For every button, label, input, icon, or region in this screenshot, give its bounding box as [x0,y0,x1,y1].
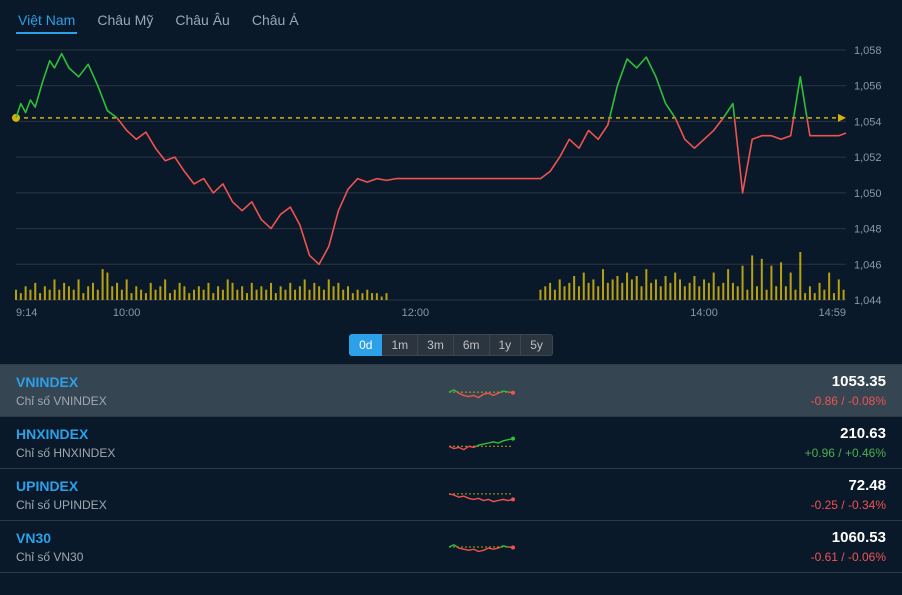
timerange-button[interactable]: 1y [490,334,522,356]
sparkline [446,429,516,457]
market-tab[interactable]: Châu Á [250,8,301,34]
index-list: VNINDEX Chỉ số VNINDEX 1053.35 -0.86 / -0.0… [0,364,902,573]
index-info: VN30 Chỉ số VN30 [16,530,296,564]
index-change: +0.96 / +0.46% [666,446,886,460]
index-value: 72.48 [666,477,886,494]
timerange-button[interactable]: 6m [454,334,490,356]
market-tabs: Việt Nam Châu Mỹ Châu Âu Châu Á [0,0,902,38]
index-change: -0.61 / -0.06% [666,550,886,564]
index-symbol: VNINDEX [16,374,296,390]
market-tab[interactable]: Châu Âu [173,8,231,34]
sparkline-wrap [296,377,666,405]
index-values: 72.48 -0.25 / -0.34% [666,477,886,512]
index-row[interactable]: UPINDEX Chỉ số UPINDEX 72.48 -0.25 / -0.34% [0,469,902,521]
timerange-button[interactable]: 5y [521,334,553,356]
svg-text:10:00: 10:00 [113,307,141,319]
chart-area: 1,044 1,046 1,048 1,050 1,052 1,054 1,056 1,058… [0,38,902,328]
index-subtitle: Chỉ số HNXINDEX [16,446,296,460]
svg-text:14:00: 14:00 [690,307,718,319]
index-change: -0.25 / -0.34% [666,498,886,512]
index-symbol: VN30 [16,530,296,546]
index-change: -0.86 / -0.08% [666,394,886,408]
price-chart: 1,044 1,046 1,048 1,050 1,052 1,054 1,056 1,058… [8,42,894,322]
svg-text:9:14: 9:14 [16,307,37,319]
svg-text:12:00: 12:00 [402,307,430,319]
index-info: VNINDEX Chỉ số VNINDEX [16,374,296,408]
timerange-buttons: 0d1m3m6m1y5y [0,328,902,364]
svg-text:1,058: 1,058 [854,45,882,57]
svg-text:1,046: 1,046 [854,259,882,271]
index-value: 1053.35 [666,373,886,390]
svg-text:1,056: 1,056 [854,81,882,93]
svg-text:1,054: 1,054 [854,116,882,128]
svg-text:1,052: 1,052 [854,152,882,164]
index-subtitle: Chỉ số UPINDEX [16,498,296,512]
sparkline [446,377,516,405]
index-info: UPINDEX Chỉ số UPINDEX [16,478,296,512]
sparkline-wrap [296,533,666,561]
market-tab[interactable]: Việt Nam [16,8,77,34]
index-subtitle: Chỉ số VN30 [16,550,296,564]
svg-text:1,044: 1,044 [854,295,882,307]
index-value: 1060.53 [666,529,886,546]
timerange-button[interactable]: 3m [418,334,454,356]
stock-widget: Việt NamChâu MỹChâu ÂuChâu Á 1,0441,0461… [0,0,902,595]
svg-text:1,048: 1,048 [854,224,882,236]
timerange-button[interactable]: 1m [382,334,418,356]
index-info: HNXINDEX Chỉ số HNXINDEX [16,426,296,460]
sparkline-wrap [296,429,666,457]
index-subtitle: Chỉ số VNINDEX [16,394,296,408]
market-tab[interactable]: Châu Mỹ [95,8,155,34]
index-row[interactable]: VNINDEX Chỉ số VNINDEX 1053.35 -0.86 / -0.0… [0,365,902,417]
index-values: 1053.35 -0.86 / -0.08% [666,373,886,408]
sparkline [446,481,516,509]
index-row[interactable]: HNXINDEX Chỉ số HNXINDEX 210.63 +0.96 / +0.… [0,417,902,469]
index-row[interactable]: VN30 Chỉ số VN30 1060.53 -0.61 / -0.06% [0,521,902,573]
index-value: 210.63 [666,425,886,442]
index-values: 210.63 +0.96 / +0.46% [666,425,886,460]
sparkline-wrap [296,481,666,509]
index-symbol: UPINDEX [16,478,296,494]
sparkline [446,533,516,561]
svg-text:14:59: 14:59 [818,307,846,319]
index-symbol: HNXINDEX [16,426,296,442]
timerange-button[interactable]: 0d [349,334,382,356]
index-values: 1060.53 -0.61 / -0.06% [666,529,886,564]
svg-text:1,050: 1,050 [854,188,882,200]
